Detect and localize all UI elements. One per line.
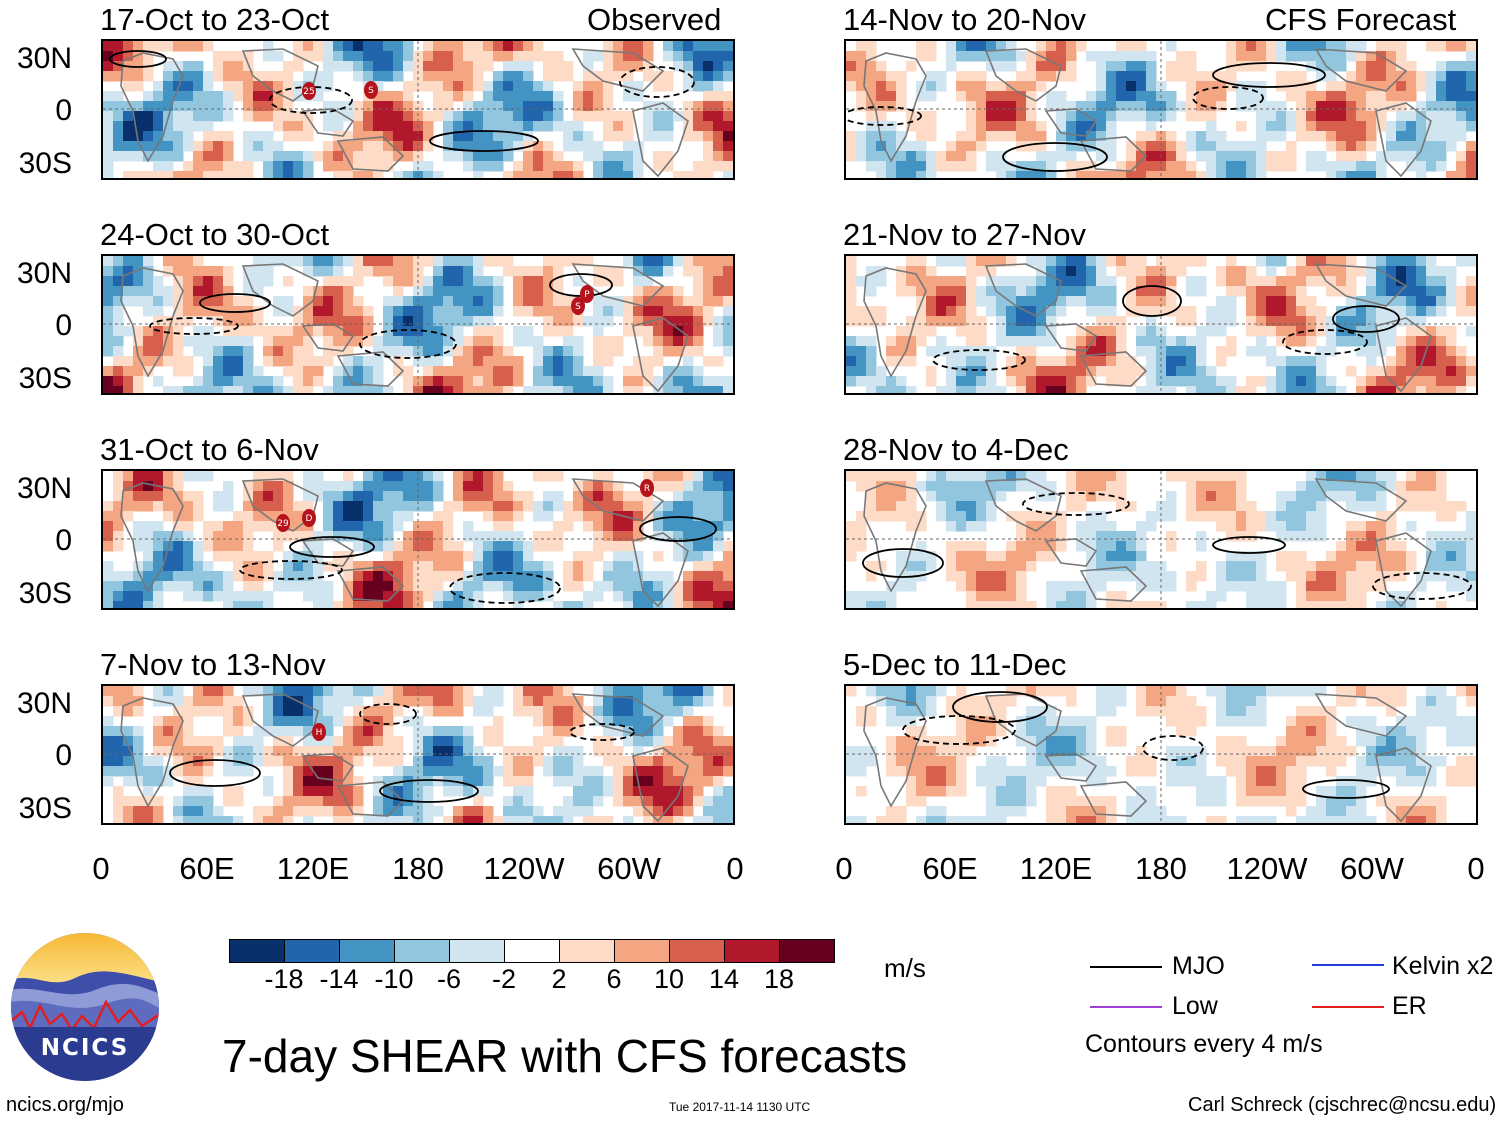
shear-field [846, 256, 1476, 393]
lon-label: 60W [597, 851, 661, 886]
lat-label: 0 [55, 524, 72, 557]
lon-label: 60E [179, 851, 235, 886]
lon-label: 180 [392, 851, 444, 886]
colorbar-swatch [450, 940, 505, 962]
map-panel [101, 39, 735, 180]
colorbar-swatch [725, 940, 780, 962]
colorbar-label: 18 [763, 964, 795, 994]
legend-label-kelvin: Kelvin x2 [1392, 952, 1494, 980]
storm-marker: P [580, 285, 594, 303]
colorbar-label: -10 [374, 964, 414, 994]
map-panel [101, 684, 735, 825]
page-title: 7-day SHEAR with CFS forecasts [222, 1030, 908, 1082]
panel-title: 24-Oct to 30-Oct [100, 217, 330, 252]
lon-label: 0 [835, 851, 853, 886]
colorbar-label: 10 [653, 964, 685, 994]
contour-note: Contours every 4 m/s [1085, 1030, 1323, 1058]
lat-label: 30N [16, 42, 72, 75]
shear-field [846, 41, 1476, 178]
legend-line-er [1312, 1006, 1384, 1008]
colorbar-swatch [780, 940, 834, 962]
legend-line-kelvin [1312, 964, 1384, 966]
colorbar-label: -14 [319, 964, 359, 994]
colorbar-swatch [230, 940, 285, 962]
map-panel [844, 469, 1478, 610]
colorbar-swatch [340, 940, 395, 962]
panel-title: 17-Oct to 23-Oct [100, 2, 330, 37]
colorbar-swatch [615, 940, 670, 962]
lat-label: 30N [16, 257, 72, 290]
colorbar-label: 2 [551, 964, 567, 994]
colorbar-swatch [505, 940, 560, 962]
map-panel [844, 684, 1478, 825]
storm-marker: 29 [276, 514, 290, 532]
panel-title: 28-Nov to 4-Dec [843, 432, 1069, 467]
storm-marker: H [312, 723, 326, 741]
lon-label: 120W [1226, 851, 1308, 886]
colorbar-label: 6 [606, 964, 622, 994]
lon-label: 60W [1340, 851, 1404, 886]
legend-label-er: ER [1392, 992, 1427, 1020]
colorbar-swatch [670, 940, 725, 962]
lon-label: 120E [276, 851, 350, 886]
source-url[interactable]: ncics.org/mjo [6, 1094, 124, 1116]
colorbar-swatch [395, 940, 450, 962]
shear-field [103, 471, 733, 608]
shear-field [103, 256, 733, 393]
legend-line-mjo [1090, 966, 1162, 968]
lat-label: 30S [18, 792, 72, 825]
author-credit: Carl Schreck (cjschrec@ncsu.edu) [1188, 1094, 1497, 1116]
forecast-label: CFS Forecast [1265, 2, 1457, 37]
shear-field [103, 41, 733, 178]
colorbar-swatch [285, 940, 340, 962]
map-panel [101, 469, 735, 610]
lon-label: 180 [1135, 851, 1187, 886]
storm-marker: 25 [302, 82, 316, 100]
lat-label: 30S [18, 362, 72, 395]
lon-label: 120W [483, 851, 565, 886]
panel-title: 7-Nov to 13-Nov [100, 647, 326, 682]
observed-label: Observed [587, 2, 722, 37]
lon-label: 0 [1467, 851, 1485, 886]
shear-field [103, 686, 733, 823]
panel-title: 21-Nov to 27-Nov [843, 217, 1086, 252]
colorbar-label: -6 [436, 964, 462, 994]
colorbar-label: 14 [708, 964, 740, 994]
lon-label: 0 [726, 851, 744, 886]
legend-label-mjo: MJO [1172, 952, 1225, 980]
legend-line-low [1090, 1006, 1162, 1008]
ncics-logo: NCICS [10, 932, 160, 1087]
panel-title: 14-Nov to 20-Nov [843, 2, 1086, 37]
storm-marker: S [364, 81, 378, 99]
colorbar-label: -18 [264, 964, 304, 994]
map-panel [844, 254, 1478, 395]
colorbar-swatch [560, 940, 615, 962]
lon-label: 120E [1019, 851, 1093, 886]
panel-title: 31-Oct to 6-Nov [100, 432, 319, 467]
colorbar-label: -2 [491, 964, 517, 994]
lat-label: 30S [18, 577, 72, 610]
legend-label-low: Low [1172, 992, 1218, 1020]
lat-label: 0 [55, 309, 72, 342]
lat-label: 30N [16, 687, 72, 720]
shear-field [846, 686, 1476, 823]
shear-field [846, 471, 1476, 608]
storm-marker: R [640, 479, 654, 497]
colorbar-unit: m/s [884, 953, 926, 983]
lon-label: 60E [922, 851, 978, 886]
panel-title: 5-Dec to 11-Dec [843, 647, 1067, 682]
lon-label: 0 [92, 851, 110, 886]
lat-label: 30N [16, 472, 72, 505]
lat-label: 0 [55, 94, 72, 127]
lat-label: 30S [18, 147, 72, 180]
lat-label: 0 [55, 739, 72, 772]
colorbar [229, 939, 835, 963]
storm-marker: D [302, 509, 316, 527]
storm-marker: S [571, 297, 585, 315]
map-panel [101, 254, 735, 395]
map-panel [844, 39, 1478, 180]
timestamp: Tue 2017-11-14 1130 UTC [669, 1100, 811, 1114]
